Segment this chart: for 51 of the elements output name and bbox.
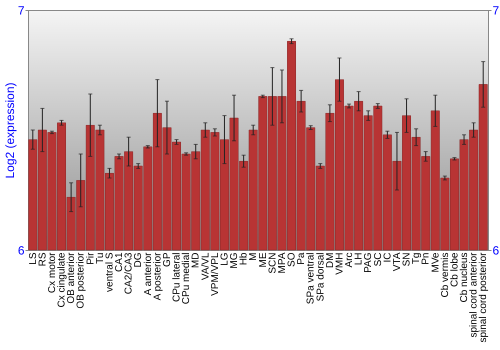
x-tick-label: CPu medial bbox=[181, 252, 192, 304]
x-tick-label: MVe bbox=[430, 252, 442, 273]
x-tick-label: SCN bbox=[267, 252, 278, 274]
y-axis-title: Log2 (expression) bbox=[2, 82, 17, 179]
x-tick-label: Pir bbox=[85, 252, 96, 265]
x-tick-label: OB posterior bbox=[76, 252, 87, 309]
x-tick-label: CA2/CA3 bbox=[124, 252, 135, 294]
x-tick-label: LS bbox=[28, 252, 39, 265]
x-tick-label: VMH bbox=[334, 252, 346, 275]
x-tick-label: DM bbox=[324, 252, 336, 268]
x-tick-label: Cx motor bbox=[46, 252, 58, 294]
x-tick-label: Cb lobe bbox=[449, 252, 460, 287]
x-tick-label: SN bbox=[402, 252, 413, 266]
x-tick-label: Cb nucleus bbox=[459, 252, 470, 303]
x-tick-label: PAG bbox=[363, 252, 374, 273]
x-tick-label: Pa bbox=[296, 252, 308, 265]
x-tick-label: Pn bbox=[420, 252, 432, 265]
x-tick-label: M bbox=[248, 252, 260, 261]
x-tick-label: LG bbox=[219, 252, 230, 266]
x-tick-label: CPu lateral bbox=[172, 252, 183, 302]
x-tick-label: MPA bbox=[276, 252, 288, 274]
x-tick-label: Tu bbox=[94, 252, 106, 264]
x-tick-label: RS bbox=[37, 252, 48, 266]
x-tick-label: MD bbox=[190, 252, 202, 268]
x-tick-label: A posterior bbox=[152, 252, 164, 300]
x-tick-label: SPa dorsal bbox=[315, 252, 326, 302]
x-tick-label: GP bbox=[162, 252, 173, 267]
y2-tick-label: 6 bbox=[492, 244, 500, 258]
x-tick-label: VTA bbox=[392, 252, 403, 272]
x-tick-label: VPM/VPL bbox=[210, 252, 221, 296]
x-tick-label: SPa ventral bbox=[306, 252, 317, 304]
x-tick-label: SO bbox=[286, 252, 298, 267]
x-tick-label: ventral S bbox=[104, 252, 116, 292]
x-tick-label: Hb bbox=[238, 252, 250, 266]
x-tick-label: CA1 bbox=[114, 252, 126, 272]
x-tick-label: MG bbox=[229, 252, 240, 269]
x-tick-label: spinal cord posterior bbox=[478, 252, 490, 343]
y2-tick-label: 7 bbox=[492, 4, 500, 18]
x-tick-label: Cx cingulate bbox=[56, 252, 68, 308]
x-tick-label: Tg bbox=[411, 252, 422, 264]
x-tick-label: IC bbox=[382, 252, 394, 262]
x-tick-label: DG bbox=[133, 252, 144, 268]
x-tick-label: OB anterior bbox=[66, 252, 78, 304]
x-tick-label: VA/VL bbox=[200, 252, 212, 280]
x-tick-label: spinal cord anterior bbox=[468, 252, 480, 338]
x-tick-label: Cb vermis bbox=[440, 252, 451, 298]
x-tick-label: A anterior bbox=[142, 252, 154, 296]
x-tick-label: ME bbox=[258, 252, 269, 268]
x-tick-label: SC bbox=[372, 252, 384, 266]
x-tick-label: Arc bbox=[344, 252, 356, 268]
x-tick-label: LH bbox=[354, 252, 365, 266]
